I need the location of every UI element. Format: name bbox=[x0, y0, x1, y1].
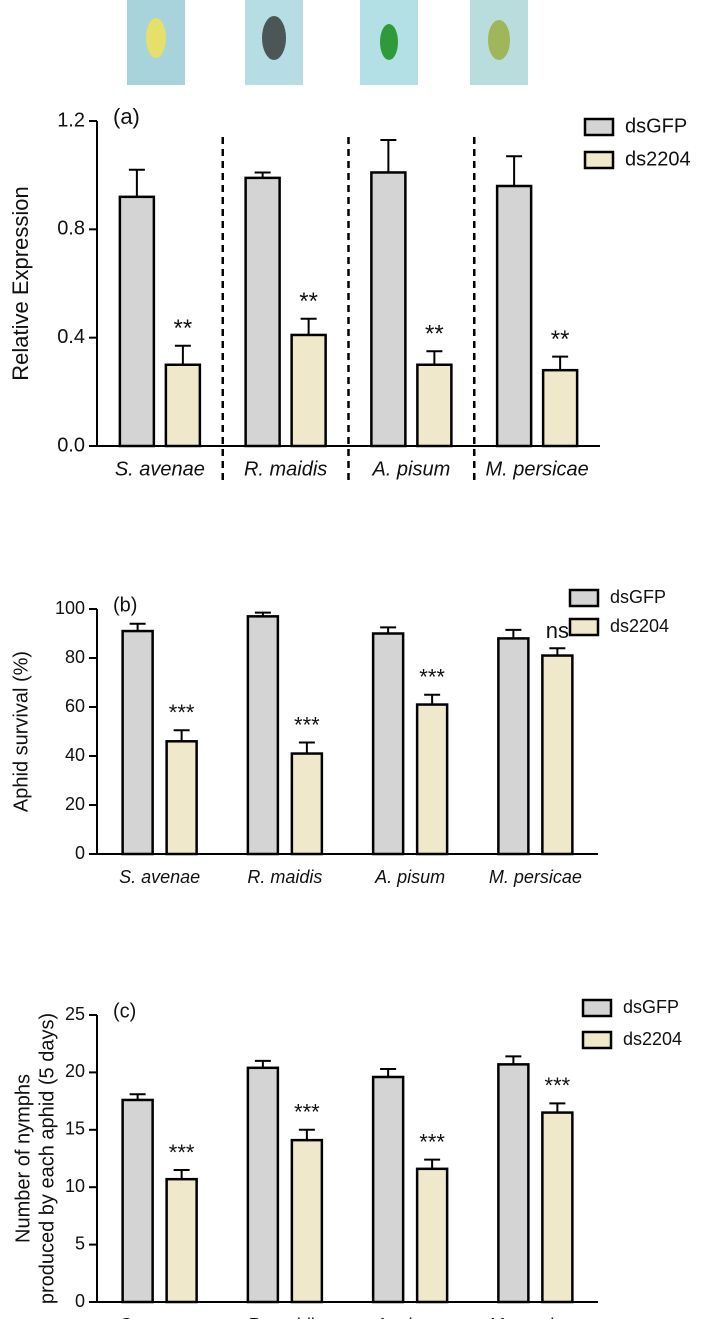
bar bbox=[244, 176, 281, 448]
panel-label: (c) bbox=[113, 1000, 136, 1022]
significance: *** bbox=[169, 1140, 195, 1165]
y-tick-label: 25 bbox=[65, 1004, 85, 1024]
bar bbox=[370, 171, 407, 448]
bar bbox=[497, 637, 530, 856]
y-axis-label: Relative Expression bbox=[8, 186, 33, 380]
bar bbox=[541, 654, 574, 856]
bar bbox=[246, 615, 280, 856]
significance: ** bbox=[551, 326, 570, 353]
significance: *** bbox=[169, 700, 195, 725]
y-tick-label: 0 bbox=[75, 1291, 85, 1311]
bar bbox=[415, 703, 449, 856]
x-tick-label: A. pisum bbox=[371, 458, 450, 480]
legend-swatch bbox=[581, 998, 613, 1018]
x-tick-label: M. persicae bbox=[485, 458, 588, 480]
bar bbox=[118, 195, 156, 448]
y-tick-label: 0.4 bbox=[57, 326, 85, 348]
legend-swatch bbox=[568, 617, 600, 637]
bar bbox=[164, 363, 202, 448]
y-tick-label: 5 bbox=[75, 1233, 85, 1253]
bar bbox=[541, 1111, 574, 1304]
significance: ns bbox=[546, 618, 569, 643]
legend-swatch bbox=[583, 117, 615, 137]
chart-panel: 0 20 40 60 80 100 Aphid survival (%) (b) S. aven… bbox=[10, 587, 669, 887]
bar bbox=[121, 1098, 154, 1304]
panel-label: (a) bbox=[113, 104, 140, 129]
y-axis-label: Aphid survival (%) bbox=[10, 651, 32, 812]
chart-panel: 0 5 10 15 20 25 Number of nymphs produced by ea… bbox=[12, 997, 682, 1319]
legend-label: ds2204 bbox=[623, 1029, 682, 1049]
y-tick-label: 0 bbox=[75, 843, 85, 863]
x-tick-label: A. pisum bbox=[374, 1315, 445, 1319]
legend-label: ds2204 bbox=[610, 616, 669, 636]
bar bbox=[495, 184, 533, 448]
y-tick-label: 80 bbox=[65, 647, 85, 667]
bar bbox=[121, 629, 154, 856]
significance: *** bbox=[545, 1073, 571, 1098]
bar bbox=[497, 1063, 530, 1304]
significance: *** bbox=[294, 1100, 320, 1125]
bar bbox=[246, 1066, 280, 1304]
y-tick-label: 0.8 bbox=[57, 218, 85, 240]
bar bbox=[371, 632, 405, 856]
significance: ** bbox=[299, 288, 318, 315]
y-tick-label: 0.0 bbox=[57, 434, 85, 456]
x-tick-label: R. maidis bbox=[247, 867, 322, 887]
bar bbox=[290, 1138, 324, 1304]
x-tick-label: R. maidis bbox=[247, 1315, 322, 1319]
x-tick-label: M. persicae bbox=[489, 867, 582, 887]
legend-label: ds2204 bbox=[625, 148, 691, 170]
aphid bbox=[262, 16, 286, 60]
aphid bbox=[146, 18, 166, 58]
x-tick-label: R. maidis bbox=[244, 458, 327, 480]
x-tick-label: A. pisum bbox=[374, 867, 445, 887]
legend-label: dsGFP bbox=[610, 587, 666, 607]
significance: *** bbox=[419, 665, 445, 690]
x-tick-label: S. avenae bbox=[115, 458, 205, 480]
y-tick-label: 20 bbox=[65, 1061, 85, 1081]
y-tick-label: 100 bbox=[55, 598, 85, 618]
bar bbox=[165, 740, 198, 856]
aphid bbox=[380, 24, 398, 60]
x-tick-label: S. avenae bbox=[119, 867, 200, 887]
bar bbox=[415, 1167, 449, 1304]
x-tick-label: S. avenae bbox=[119, 1315, 200, 1319]
y-tick-label: 15 bbox=[65, 1119, 85, 1139]
legend-swatch bbox=[568, 588, 600, 608]
legend-label: dsGFP bbox=[623, 997, 679, 1017]
panel-label: (b) bbox=[113, 594, 137, 616]
chart-panel: 0.0 0.4 0.8 1.2 Relative Expression (a) S. ave… bbox=[8, 104, 691, 484]
bar bbox=[416, 363, 453, 448]
y-axis-label: produced by each aphid (5 days) bbox=[36, 1013, 58, 1304]
y-tick-label: 60 bbox=[65, 696, 85, 716]
aphid bbox=[488, 20, 510, 60]
y-tick-label: 20 bbox=[65, 794, 85, 814]
y-tick-label: 40 bbox=[65, 745, 85, 765]
bar bbox=[290, 752, 324, 856]
y-tick-label: 1.2 bbox=[57, 109, 85, 131]
legend-swatch bbox=[583, 150, 615, 170]
bar bbox=[371, 1075, 405, 1304]
legend-label: dsGFP bbox=[625, 115, 687, 137]
x-tick-label: M. persicae bbox=[489, 1315, 582, 1319]
significance: ** bbox=[174, 315, 193, 342]
significance: *** bbox=[294, 712, 320, 737]
bar bbox=[541, 368, 579, 448]
significance: *** bbox=[419, 1129, 445, 1154]
significance: ** bbox=[425, 321, 444, 348]
bar bbox=[165, 1177, 198, 1304]
y-axis-label: Number of nymphs bbox=[12, 1074, 34, 1243]
y-tick-label: 10 bbox=[65, 1176, 85, 1196]
aphid-photos bbox=[127, 0, 528, 85]
bar bbox=[290, 333, 327, 448]
legend-swatch bbox=[581, 1030, 613, 1050]
